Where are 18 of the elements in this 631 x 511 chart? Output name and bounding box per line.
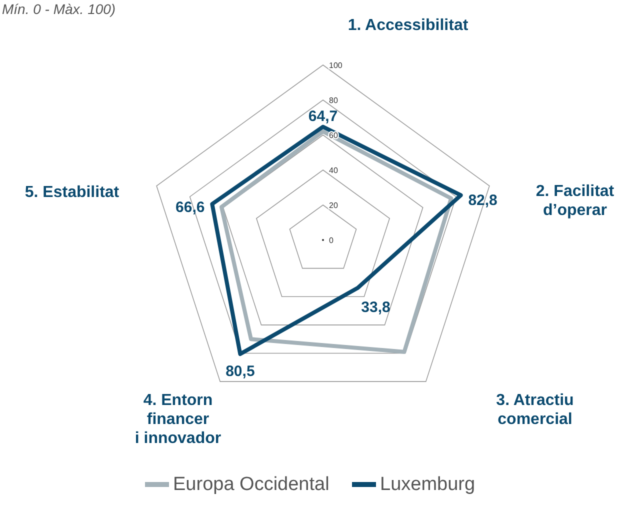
data-label: 66,6: [176, 198, 205, 216]
data-label: 33,8: [361, 298, 390, 316]
y-tick-label: 20: [329, 201, 338, 210]
y-tick-label: 40: [329, 166, 338, 175]
data-label: 64,7: [308, 108, 338, 125]
spoke-label: 1. Accessibilitat: [348, 17, 469, 34]
chart-subtitle: Mín. 0 - Màx. 100): [2, 1, 116, 17]
spoke-label: 2. Facilitat d’operar: [536, 183, 615, 219]
data-label: 80,5: [226, 362, 255, 380]
spoke-label: 5. Estabilitat: [24, 184, 120, 201]
spoke-label: 4. Entorn financer i innovador: [134, 392, 222, 447]
data-label: 82,8: [468, 192, 498, 210]
y-tick-label: 80: [329, 96, 338, 105]
spoke-label: 3. Atractiu comercial: [496, 392, 574, 428]
legend-label: Europa Occidental: [173, 474, 330, 495]
legend-label: Luxemburg: [380, 474, 476, 495]
y-tick-label: 0: [329, 236, 334, 245]
y-tick-label: 100: [329, 61, 343, 70]
